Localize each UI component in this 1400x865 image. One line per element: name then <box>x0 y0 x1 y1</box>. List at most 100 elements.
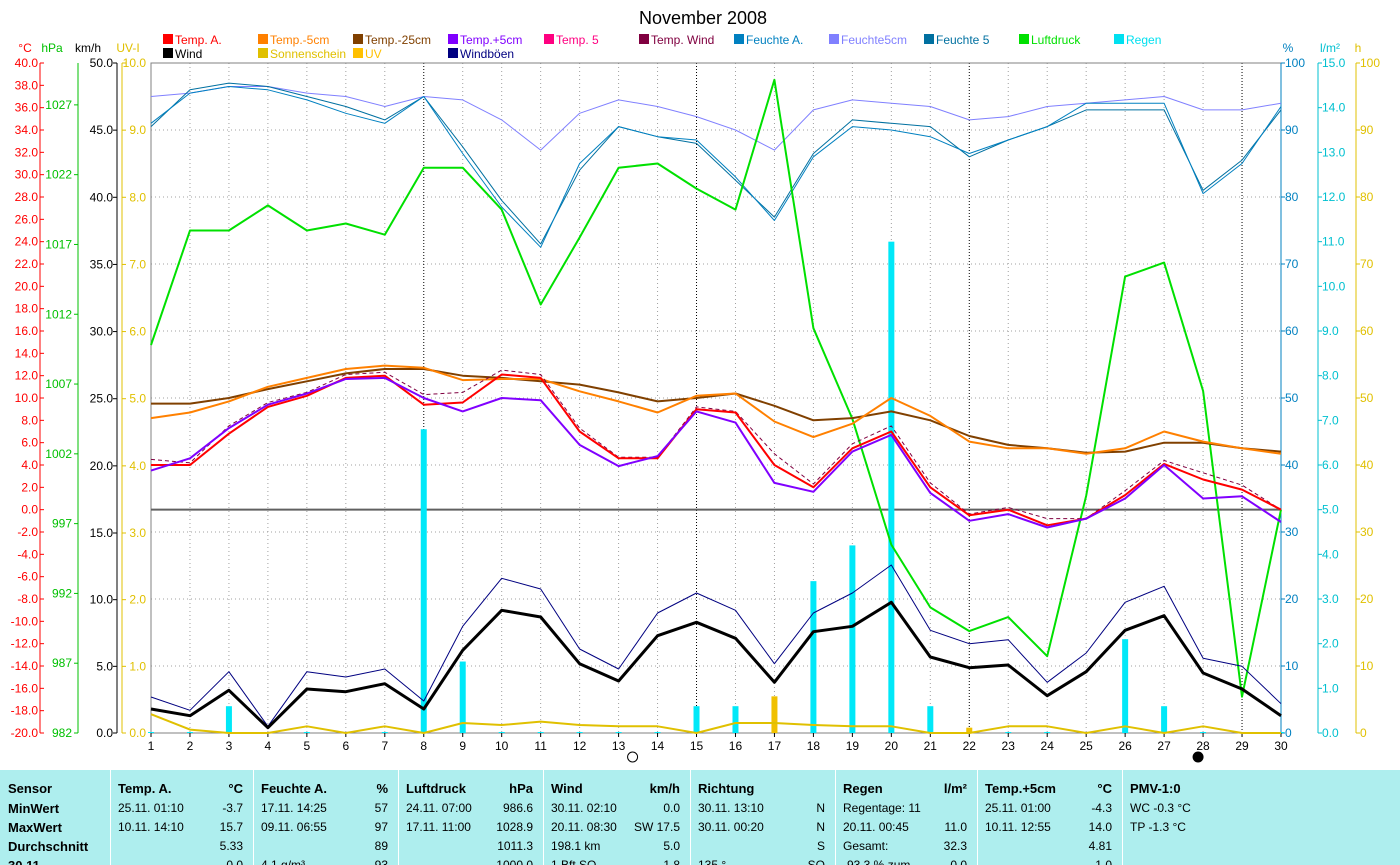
legend-label: Feuchte A. <box>746 33 803 47</box>
axis-tick-label-humidity: 50 <box>1285 391 1299 405</box>
axis-tick-label-temp: -12.0 <box>11 637 39 651</box>
x-tick-label: 2 <box>187 739 194 753</box>
x-tick-label: 3 <box>226 739 233 753</box>
stat-cell-info: 20.11. 08:30 <box>551 820 617 834</box>
axis-tick-label-uv: 8.0 <box>129 190 146 204</box>
legend-label: Temp. A. <box>175 33 222 47</box>
rain-bar <box>420 429 427 733</box>
stat-cell-value: N <box>816 820 825 834</box>
stat-cell-value: -1.0 <box>1091 858 1112 865</box>
full-moon-icon <box>627 751 639 763</box>
legend-label: Temp. Wind <box>651 33 714 47</box>
series-line-temp-5cm <box>150 376 1282 529</box>
legend-swatch <box>448 48 458 58</box>
rain-bar <box>186 732 193 733</box>
stat-cell-info: 30.11. 02:10 <box>551 801 617 815</box>
axis-unit-uv: UV-I <box>116 41 139 55</box>
stat-cell-info: Regentage: 11 <box>843 801 921 815</box>
x-tick-label: 29 <box>1235 739 1249 753</box>
legend-swatch <box>353 48 363 58</box>
legend-swatch <box>639 34 649 44</box>
x-tick-label: 12 <box>573 739 587 753</box>
axis-tick-label-temp: 28.0 <box>15 190 39 204</box>
stat-cell-info: 30.11. 00:20 <box>698 820 764 834</box>
stat-cell-info: TP -1.3 °C <box>1130 820 1186 834</box>
stat-cell-info: 198.1 km <box>551 839 601 853</box>
series-line-luftdruck <box>150 78 1282 698</box>
legend-label: UV <box>365 47 382 61</box>
x-tick-label: 11 <box>534 739 547 753</box>
axis-tick-label-sun: 20 <box>1360 592 1374 606</box>
axis-tick-label-pressure: 992 <box>52 586 72 600</box>
axis-tick-label-pressure: 997 <box>52 517 72 531</box>
axis-tick-label-rain: 9.0 <box>1322 324 1339 338</box>
x-tick-label: 21 <box>924 739 938 753</box>
axis-tick-label-temp: -4.0 <box>17 547 38 561</box>
stat-column-unit: km/h <box>649 781 680 796</box>
statistics-table: Sensor MinWert MaxWert Durchschnitt 30.11. Te… <box>0 770 1400 865</box>
series-line-feuchte5cm <box>150 86 1282 151</box>
axis-tick-label-uv: 10.0 <box>123 56 147 70</box>
stat-cell-info: 25.11. 01:10 <box>118 801 184 815</box>
stat-row-label: MaxWert <box>8 820 62 835</box>
axis-tick-label-pressure: 1022 <box>45 168 72 182</box>
rain-bar <box>576 732 583 733</box>
stat-cell-value: 57 <box>374 801 388 815</box>
stat-cell-value: 0.0 <box>950 858 967 865</box>
x-tick-label: 18 <box>807 739 821 753</box>
x-tick-label: 14 <box>651 739 665 753</box>
axis-tick-label-uv: 2.0 <box>129 593 146 607</box>
rain-bar <box>303 732 310 733</box>
axis-tick-label-sun: 10 <box>1360 659 1374 673</box>
axis-tick-label-sun: 90 <box>1360 123 1374 137</box>
axis-tick-label-sun: 70 <box>1360 257 1374 271</box>
axis-tick-label-humidity: 40 <box>1285 458 1299 472</box>
axis-tick-label-sun: 100 <box>1360 56 1380 70</box>
stat-cell-info: 30.11. 13:10 <box>698 801 764 815</box>
axis-tick-label-rain: 0.0 <box>1322 726 1339 740</box>
rain-bar <box>927 706 934 733</box>
axis-tick-label-wind: 5.0 <box>96 659 113 673</box>
x-tick-label: 24 <box>1041 739 1055 753</box>
stat-cell-value: 1.8 <box>663 858 680 865</box>
axis-tick-label-temp: 16.0 <box>15 324 39 338</box>
axis-tick-label-uv: 6.0 <box>129 325 146 339</box>
legend-swatch <box>1114 34 1124 44</box>
axis-tick-label-temp: 36.0 <box>15 101 39 115</box>
axis-tick-label-rain: 11.0 <box>1322 235 1345 249</box>
stat-cell-value: 15.7 <box>219 820 243 834</box>
axis-tick-label-temp: -6.0 <box>17 570 38 584</box>
rain-bar <box>888 241 895 733</box>
axis-tick-label-humidity: 90 <box>1285 123 1299 137</box>
rain-bar <box>148 732 154 733</box>
stat-cell-info: 24.11. 07:00 <box>406 801 472 815</box>
stat-column: Regen l/m² Regentage: 11 20.11. 00:45 11.0 Ge… <box>835 770 978 865</box>
chart-legend: Temp. A. Temp.-5cm Temp.-25cm Temp.+5cm Temp… <box>163 33 1161 61</box>
stat-cell-value: 93 <box>374 858 388 865</box>
stat-cell-value: 32.3 <box>943 839 967 853</box>
axis-tick-label-sun: 40 <box>1360 458 1374 472</box>
y-axes: 40.0 38.0 36.0 34.0 32.0 30.0 28.0 26.0 24.0 22.0… <box>11 56 1381 740</box>
axis-tick-label-uv: 4.0 <box>129 459 146 473</box>
stat-cell-value: 0.0 <box>226 858 243 865</box>
legend-swatch <box>258 34 268 44</box>
axis-unit-sun: h <box>1355 41 1362 55</box>
axis-tick-label-temp: 8.0 <box>21 413 38 427</box>
axis-tick-label-rain: 10.0 <box>1322 279 1346 293</box>
stat-cell-value: 1011.3 <box>497 839 533 853</box>
axis-tick-label-rain: 14.0 <box>1322 101 1346 115</box>
stat-cell-value: 1000.0 <box>496 858 533 865</box>
stat-cell-info: 17.11. 11:00 <box>406 820 471 834</box>
axis-tick-label-humidity: 20 <box>1285 592 1299 606</box>
stat-column-head: Temp.+5cm <box>985 781 1056 796</box>
rain-bar <box>1122 639 1129 733</box>
axis-tick-label-rain: 6.0 <box>1322 458 1339 472</box>
legend-swatch <box>544 34 554 44</box>
stat-cell-info: Gesamt: <box>843 839 889 853</box>
rain-bar <box>1005 732 1012 733</box>
axis-tick-label-rain: 13.0 <box>1322 145 1346 159</box>
series-line-feuchte-a- <box>150 86 1282 248</box>
legend-swatch <box>924 34 934 44</box>
series-line-sonnenschein <box>150 713 1281 734</box>
axis-tick-label-sun: 0 <box>1360 726 1367 740</box>
